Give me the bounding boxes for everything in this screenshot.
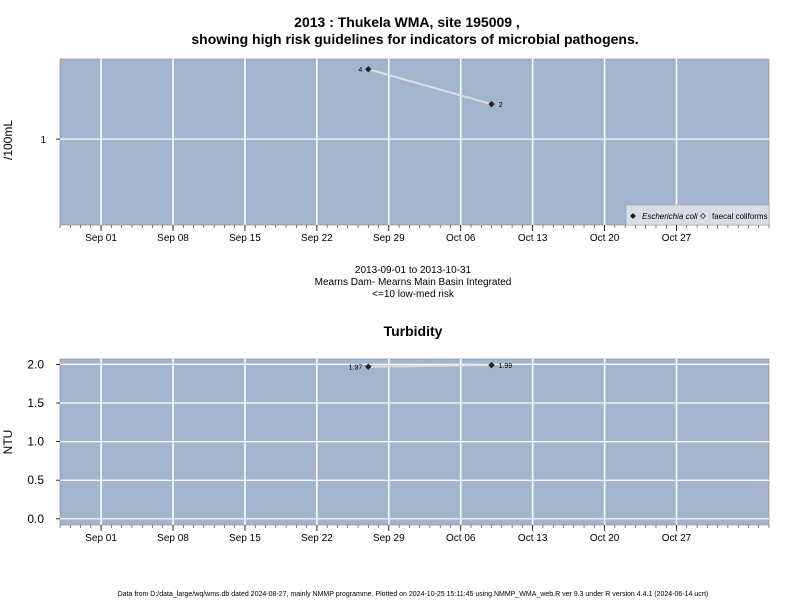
y-tick-label: 0.0 <box>27 512 44 526</box>
x-tick-label: Oct 13 <box>518 533 548 544</box>
legend-label: Escherichia coli <box>642 212 698 221</box>
subtitle-date-range: 2013-09-01 to 2013-10-31 <box>355 265 472 276</box>
x-tick-label: Oct 06 <box>446 233 476 244</box>
footer-note: Data from D:/data_large/wq/wms.db dated … <box>118 591 709 598</box>
plot-area <box>59 58 770 226</box>
data-label: 1.97 <box>349 365 363 372</box>
y-tick-label: 1 <box>40 135 46 146</box>
ecoli-panel: Sep 01 Sep 08 Sep 15 Sep 22 Sep 29 Oct 06 Oct … <box>1 58 770 244</box>
x-tick-label: Sep 15 <box>229 533 261 544</box>
data-label: 1.99 <box>499 363 513 370</box>
y-tick-label: 1.5 <box>27 396 44 410</box>
turbidity-title: Turbidity <box>384 323 443 339</box>
x-tick-label: Oct 27 <box>662 233 692 244</box>
chart-title-line1: 2013 : Thukela WMA, site 195009 , <box>294 14 520 30</box>
data-point <box>488 361 495 369</box>
x-tick-label: Sep 01 <box>85 233 117 244</box>
chart-title-line2: showing high risk guidelines for indicat… <box>191 31 638 47</box>
x-tick-label: Oct 27 <box>662 533 692 544</box>
x-tick-label: Sep 22 <box>301 533 333 544</box>
y-axis-label: /100mL <box>1 120 15 160</box>
legend-box <box>625 204 770 226</box>
y-tick-label: 2.0 <box>27 357 44 371</box>
series-line <box>368 364 492 368</box>
x-tick-label: Oct 20 <box>590 533 620 544</box>
legend: Escherichia coli faecal coliforms <box>625 204 770 226</box>
data-point <box>365 363 372 370</box>
series-line <box>367 68 492 106</box>
legend-marker <box>700 213 706 219</box>
x-tick-label: Sep 08 <box>157 533 189 544</box>
x-tick-label: Sep 22 <box>301 233 333 244</box>
legend-label: faecal coliforms <box>712 212 768 221</box>
turbidity-panel: Sep 01 Sep 08 Sep 15 Sep 22 Sep 29 Oct 06 Oct … <box>1 357 770 544</box>
x-tick-label: Sep 01 <box>85 533 117 544</box>
legend-marker <box>630 213 636 219</box>
x-tick-label: Oct 06 <box>446 533 476 544</box>
x-tick-label: Oct 13 <box>518 233 548 244</box>
y-tick-label: 0.5 <box>27 473 44 487</box>
data-label: 2 <box>499 102 503 109</box>
x-tick-label: Sep 29 <box>373 233 405 244</box>
x-tick-label: Sep 29 <box>373 533 405 544</box>
x-tick-label: Sep 15 <box>229 233 261 244</box>
y-tick-label: 1.0 <box>27 435 44 449</box>
x-tick-label: Sep 08 <box>157 233 189 244</box>
y-axis-label: NTU <box>1 430 15 455</box>
data-point <box>365 66 372 73</box>
subtitle-site: Mearns Dam- Mearns Main Basin Integrated <box>315 277 512 288</box>
data-label: 4 <box>358 67 362 74</box>
x-tick-label: Oct 20 <box>590 233 620 244</box>
data-point <box>488 100 495 108</box>
subtitle-risk: <=10 low-med risk <box>372 289 455 300</box>
